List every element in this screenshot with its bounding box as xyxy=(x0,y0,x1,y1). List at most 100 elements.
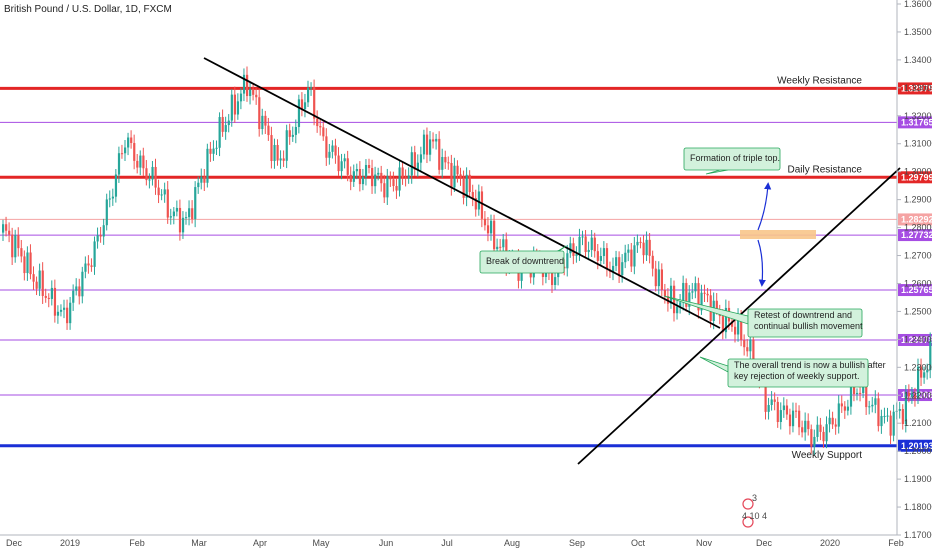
downtrend-line[interactable] xyxy=(203,57,721,329)
weekly-resistance-price-label: 1.32979 xyxy=(901,83,932,93)
supply-demand-zone[interactable] xyxy=(740,230,816,239)
candle-body xyxy=(575,254,578,256)
candle-body xyxy=(69,302,72,324)
candle xyxy=(578,228,581,261)
candle xyxy=(178,199,182,241)
candle xyxy=(233,86,236,123)
callout-box xyxy=(727,358,869,388)
candle xyxy=(904,385,907,433)
candle xyxy=(660,263,663,297)
candle xyxy=(14,229,17,263)
candle-body xyxy=(913,393,917,399)
candle xyxy=(175,200,179,217)
candle-body xyxy=(572,243,575,256)
candle-body xyxy=(447,162,450,164)
candle-body xyxy=(368,165,371,169)
candle xyxy=(102,218,105,245)
candle xyxy=(663,283,667,304)
candle-body xyxy=(252,89,255,95)
note-overall-trend[interactable]: The overall trend is now a bullish after… xyxy=(699,356,886,388)
candle-body xyxy=(795,410,798,412)
candle-body xyxy=(416,162,419,170)
candle-body xyxy=(401,167,404,178)
bullish-arrow xyxy=(757,182,772,231)
candle xyxy=(8,222,11,243)
candle-body xyxy=(392,179,395,186)
candle xyxy=(349,166,352,191)
candle-body xyxy=(239,93,243,102)
candle xyxy=(334,138,337,164)
candle-body xyxy=(615,257,618,266)
candle xyxy=(279,150,282,169)
candle-body xyxy=(459,174,462,179)
candle-body xyxy=(166,189,169,218)
candle xyxy=(224,116,227,140)
candle-body xyxy=(441,156,444,170)
candle-body xyxy=(898,408,901,411)
candle xyxy=(117,146,121,183)
candle-body xyxy=(776,401,779,423)
candle xyxy=(920,358,923,387)
candle-body xyxy=(78,286,81,297)
candle xyxy=(355,163,358,180)
candle-body xyxy=(395,185,398,191)
candle xyxy=(822,426,825,448)
candle-body xyxy=(337,155,340,172)
candle xyxy=(169,208,172,225)
candle xyxy=(679,294,682,314)
candle-body xyxy=(145,168,148,181)
candle-body xyxy=(386,176,389,198)
candle-body xyxy=(200,176,203,183)
candle-body xyxy=(438,138,441,170)
callout-text: Retest of downtrend and xyxy=(754,310,852,320)
candle xyxy=(11,227,14,266)
candle-body xyxy=(697,283,700,311)
candle-body xyxy=(29,252,32,275)
candle xyxy=(47,293,50,308)
candle xyxy=(346,150,349,182)
note-triple-top[interactable]: Formation of triple top. xyxy=(683,147,781,175)
candle-body xyxy=(124,147,127,154)
candle-body xyxy=(136,160,139,168)
candle-body xyxy=(578,236,581,255)
candle-body xyxy=(331,145,334,152)
candle xyxy=(337,147,340,176)
candle xyxy=(108,190,111,208)
candle xyxy=(2,219,5,241)
weekly-support-text: Weekly Support xyxy=(792,450,863,461)
candle-body xyxy=(798,410,801,428)
event-marker-1[interactable]: 3 xyxy=(742,493,757,510)
candle xyxy=(447,156,450,170)
candle-body xyxy=(486,225,490,234)
candle xyxy=(374,166,377,194)
chart-title: British Pound / U.S. Dollar, 1D, FXCM xyxy=(4,4,172,15)
candle xyxy=(157,179,160,204)
candle-body xyxy=(343,158,346,162)
callout-pointer xyxy=(705,169,729,175)
candle xyxy=(368,158,371,174)
note-break-downtrend[interactable]: Break of downtrend xyxy=(479,245,567,274)
candle-body xyxy=(468,174,471,192)
event-marker-2[interactable]: 4 10 4 xyxy=(742,511,767,528)
candle-body xyxy=(142,155,145,169)
candle xyxy=(480,186,484,228)
candle-body xyxy=(779,410,782,423)
candle-body xyxy=(694,283,697,292)
candle-body xyxy=(807,420,810,430)
candle-body xyxy=(590,237,593,250)
candle xyxy=(706,287,709,303)
candle-body xyxy=(612,265,615,272)
candle xyxy=(209,141,212,162)
candle-body xyxy=(883,415,886,417)
candle-body xyxy=(642,242,645,256)
price-tick-label: 1.33000 xyxy=(904,83,932,93)
candle-body xyxy=(105,199,108,226)
candle xyxy=(96,227,99,249)
candle xyxy=(340,153,343,180)
candle-body xyxy=(724,307,728,333)
candle xyxy=(148,173,151,189)
candle-body xyxy=(185,217,188,219)
candle-body xyxy=(596,251,599,261)
